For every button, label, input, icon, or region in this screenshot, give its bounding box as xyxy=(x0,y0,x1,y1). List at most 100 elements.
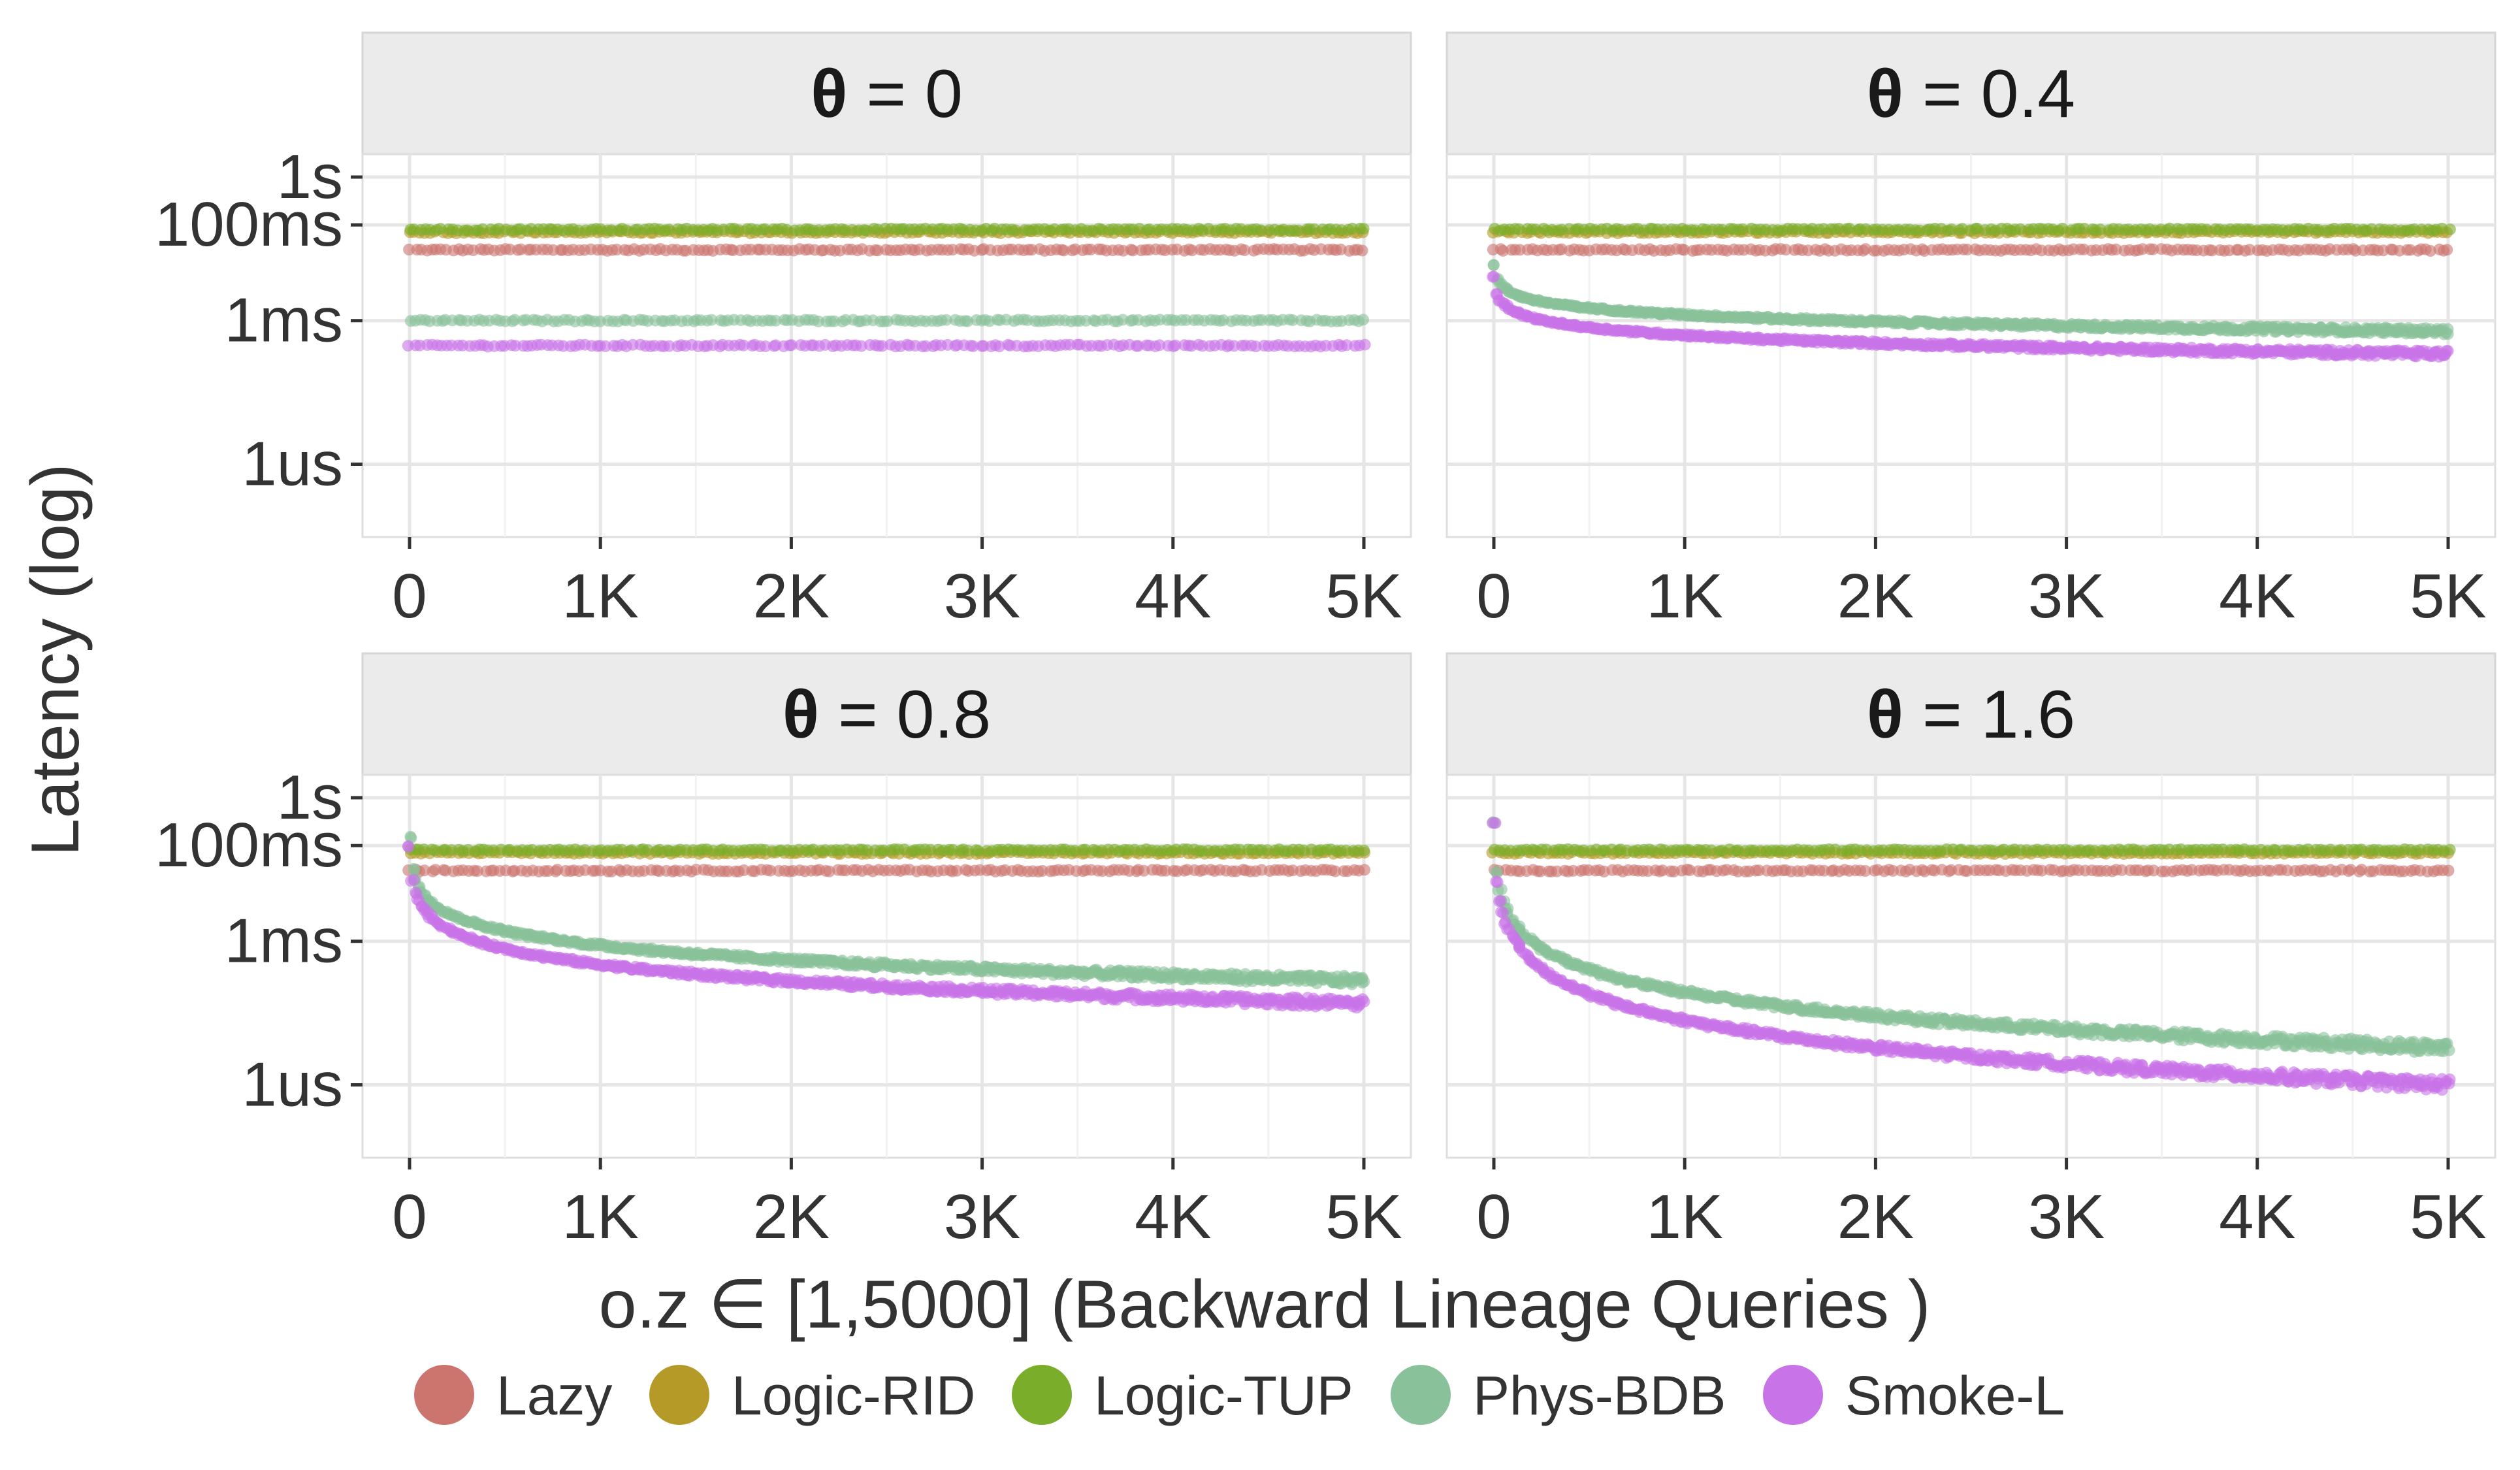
data-point xyxy=(408,863,420,875)
data-point xyxy=(1238,244,1251,256)
theta-symbol: θ xyxy=(1867,56,1903,132)
data-point xyxy=(961,315,974,327)
data-point xyxy=(823,865,835,877)
data-point xyxy=(2424,245,2436,257)
data-points xyxy=(402,222,1371,353)
x-tick-label: 2K xyxy=(1837,561,1914,631)
data-point xyxy=(1358,975,1370,988)
y-tick-label: 1us xyxy=(242,1049,343,1119)
data-point xyxy=(705,314,718,326)
data-point xyxy=(1356,244,1368,257)
data-point xyxy=(2147,243,2159,255)
data-point xyxy=(1859,865,1871,877)
theta-symbol: θ xyxy=(1867,677,1903,753)
theta-symbol: θ xyxy=(783,677,819,753)
series-lazy xyxy=(1488,864,2455,877)
x-tick-label: 0 xyxy=(1476,1182,1511,1252)
data-point xyxy=(429,864,442,876)
data-point xyxy=(2444,223,2456,236)
data-points xyxy=(1487,222,2456,363)
y-tick-label: 1ms xyxy=(225,286,343,355)
data-points xyxy=(1486,816,2456,1096)
data-point xyxy=(1287,314,1299,326)
series-lazy xyxy=(1487,243,2453,257)
data-point xyxy=(509,314,521,326)
data-point xyxy=(663,223,675,236)
facet-value: = 0.8 xyxy=(819,677,991,753)
x-tick-label: 4K xyxy=(1135,1182,1211,1252)
data-point xyxy=(769,314,782,327)
x-tick-label: 0 xyxy=(392,561,427,631)
facet-value: = 0.4 xyxy=(1903,56,2075,132)
data-point xyxy=(1487,259,1500,271)
x-tick-label: 4K xyxy=(2219,561,2295,631)
y-tick-label: 1s xyxy=(277,762,343,832)
data-point xyxy=(1753,864,1765,877)
data-point xyxy=(402,841,415,853)
facet-value: = 1.6 xyxy=(1903,677,2075,753)
data-point xyxy=(471,865,483,877)
data-point xyxy=(1169,339,1182,351)
data-point xyxy=(940,314,952,326)
y-tick-label: 1s xyxy=(277,142,343,212)
data-point xyxy=(1308,223,1321,235)
data-point xyxy=(759,223,771,235)
data-point xyxy=(1358,844,1370,857)
x-tick-label: 5K xyxy=(1325,1182,1402,1252)
facet-strip xyxy=(361,31,1412,155)
x-tick-label: 5K xyxy=(2410,561,2486,631)
data-point xyxy=(1079,843,1091,856)
data-point xyxy=(1357,993,1369,1005)
facet-strip-label: θ = 1.6 xyxy=(1867,677,2075,753)
series-logic-tup xyxy=(404,843,1370,857)
y-tick-label: 1us xyxy=(242,429,343,498)
data-point xyxy=(1487,270,1499,283)
x-tick-label: 5K xyxy=(1325,561,1402,631)
data-point xyxy=(1359,864,1370,876)
data-point xyxy=(1780,244,1792,256)
x-tick-label: 2K xyxy=(753,561,830,631)
facet-strip-label: θ = 0.8 xyxy=(783,677,991,753)
y-tick-label: 100ms xyxy=(155,189,343,259)
series-logic-tup xyxy=(1489,222,2456,237)
data-point xyxy=(1292,224,1304,237)
x-tick-label: 2K xyxy=(753,1182,830,1252)
data-point xyxy=(1058,244,1070,257)
x-tick-label: 1K xyxy=(1646,561,1722,631)
data-point xyxy=(1357,314,1369,326)
facet-panel: θ = 1.60 1K 2K 3K 4K 5K xyxy=(1446,652,2496,1252)
x-tick-label: 1K xyxy=(562,1182,638,1252)
x-tick-label: 3K xyxy=(944,561,1020,631)
x-tick-label: 0 xyxy=(1476,561,1511,631)
data-point xyxy=(972,845,984,857)
series-lazy xyxy=(403,243,1368,257)
data-point xyxy=(476,223,489,235)
data-point xyxy=(1678,244,1690,256)
facet-strip xyxy=(1446,31,2496,155)
x-tick-label: 3K xyxy=(2028,1182,2105,1252)
data-point xyxy=(1154,339,1166,351)
x-tick-label: 3K xyxy=(2028,561,2105,631)
data-point xyxy=(785,339,798,351)
facet-strip-label: θ = 0 xyxy=(811,56,963,132)
data-points xyxy=(402,830,1370,1014)
data-point xyxy=(641,844,654,857)
facet-value: = 0 xyxy=(847,56,962,132)
data-point xyxy=(2201,223,2213,236)
data-point xyxy=(1009,224,1022,237)
series-smoke-l xyxy=(402,840,1370,1014)
data-point xyxy=(621,224,632,237)
facet-panel: θ = 0.4 0 1K 2K 3K 4K 5K xyxy=(1446,31,2496,631)
data-point xyxy=(2116,864,2128,876)
data-point xyxy=(663,340,675,352)
data-point xyxy=(737,339,750,351)
x-tick-label: 2K xyxy=(1837,1182,1914,1252)
data-point xyxy=(2078,223,2090,235)
data-point xyxy=(408,874,420,886)
series-smoke-l xyxy=(1487,270,2454,363)
data-point xyxy=(1127,244,1139,257)
data-point xyxy=(1843,222,1856,235)
